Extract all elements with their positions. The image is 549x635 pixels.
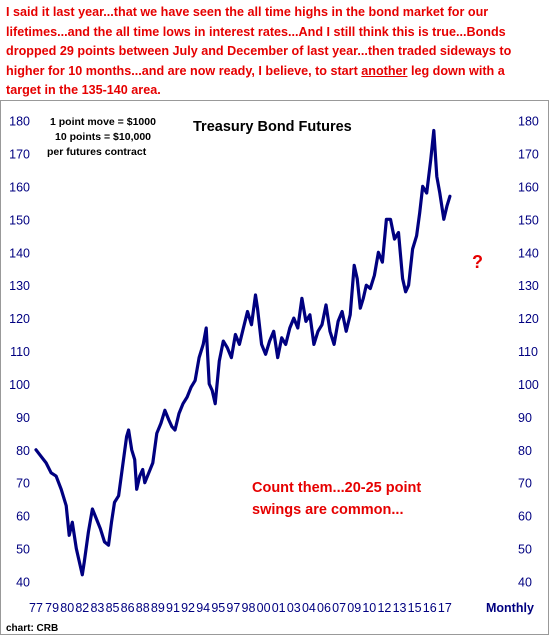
y-tick-label-right: 170 — [518, 148, 539, 162]
x-tick-label: 13 — [393, 601, 407, 615]
y-tick-label-left: 170 — [9, 148, 30, 162]
chart-frame: 405060708090100110120130140150160170180 … — [0, 100, 549, 635]
y-tick-label-right: 70 — [518, 477, 532, 491]
y-tick-label-left: 40 — [16, 575, 30, 589]
y-tick-label-right: 90 — [518, 411, 532, 425]
annotation-swings-line-2: swings are common... — [252, 502, 404, 518]
y-tick-label-right: 110 — [518, 345, 538, 359]
x-tick-label: 83 — [90, 601, 104, 615]
y-tick-label-left: 140 — [9, 246, 30, 260]
y-tick-label-left: 180 — [9, 115, 30, 129]
x-tick-label: 04 — [302, 601, 316, 615]
x-tick-label: 15 — [408, 601, 422, 615]
x-tick-label: 77 — [29, 601, 43, 615]
x-tick-label: 09 — [347, 601, 361, 615]
x-tick-label: 94 — [196, 601, 210, 615]
x-tick-label: 17 — [438, 601, 452, 615]
x-tick-label: 79 — [45, 601, 59, 615]
x-tick-label: 00 — [257, 601, 271, 615]
y-tick-label-right: 50 — [518, 543, 532, 557]
y-tick-label-right: 80 — [518, 444, 532, 458]
y-tick-label-right: 180 — [518, 115, 539, 129]
headline-emphasis: another — [361, 63, 408, 78]
y-tick-label-left: 90 — [16, 411, 30, 425]
y-tick-label-left: 110 — [10, 345, 30, 359]
x-tick-label: 06 — [317, 601, 331, 615]
x-axis: 77 79 80 82 83 85 86 88 89 91 92 94 95 97 98 00 01 03 04 06… — [29, 601, 452, 615]
headline-tail: leg down with a target in the 135-140 ar… — [6, 63, 505, 98]
x-tick-label: 12 — [377, 601, 391, 615]
y-tick-label-left: 50 — [16, 543, 30, 557]
headline: I said it last year...that we have seen … — [6, 3, 543, 101]
x-tick-label: 10 — [362, 601, 376, 615]
x-tick-label: 92 — [181, 601, 195, 615]
y-tick-label-right: 100 — [518, 378, 539, 392]
x-tick-label: 95 — [211, 601, 225, 615]
y-tick-label-left: 80 — [16, 444, 30, 458]
y-tick-label-left: 150 — [9, 213, 30, 227]
x-tick-label: 98 — [242, 601, 256, 615]
x-axis-label: Monthly — [486, 601, 534, 615]
y-tick-label-left: 120 — [9, 312, 30, 326]
x-tick-label: 07 — [332, 601, 346, 615]
x-tick-label: 01 — [272, 601, 286, 615]
x-tick-label: 85 — [106, 601, 120, 615]
note-point-value: 1 point move = $1000 — [50, 116, 156, 128]
question-mark-annotation: ? — [472, 252, 483, 272]
headline-text: I said it last year...that we have seen … — [6, 5, 512, 78]
y-tick-label-right: 160 — [518, 180, 539, 194]
x-tick-label: 91 — [166, 601, 180, 615]
note-per-contract: per futures contract — [47, 146, 147, 158]
x-tick-label: 97 — [226, 601, 240, 615]
y-tick-label-right: 130 — [518, 279, 539, 293]
chart-border — [0, 100, 549, 635]
x-tick-label: 80 — [60, 601, 74, 615]
y-tick-label-right: 60 — [518, 510, 532, 524]
series-layer — [34, 128, 452, 577]
price-series-line — [34, 128, 452, 577]
y-tick-label-left: 70 — [16, 477, 30, 491]
y-axis-left: 40 50 60 70 80 90 100 110 120 130 140 150 160 170 180 — [9, 115, 30, 590]
y-tick-label-left: 160 — [9, 180, 30, 194]
y-axis-right: 40 50 60 70 80 90 100 110 120 130 140 150 160 170 180 — [518, 115, 539, 590]
y-tick-label-right: 40 — [518, 575, 532, 589]
y-tick-label-left: 100 — [9, 378, 30, 392]
x-tick-label: 89 — [151, 601, 165, 615]
y-tick-label-left: 130 — [9, 279, 30, 293]
annotation-swings-line-1: Count them...20-25 point — [252, 480, 421, 496]
y-tick-label-right: 120 — [518, 312, 539, 326]
x-tick-label: 82 — [75, 601, 89, 615]
y-tick-label-left: 60 — [16, 510, 30, 524]
x-tick-label: 88 — [136, 601, 150, 615]
x-tick-label: 86 — [121, 601, 135, 615]
x-tick-label: 03 — [287, 601, 301, 615]
source-label: chart: CRB — [6, 623, 58, 634]
x-tick-label: 16 — [423, 601, 437, 615]
note-ten-points: 10 points = $10,000 — [55, 131, 151, 143]
y-tick-label-right: 150 — [518, 213, 539, 227]
y-tick-label-right: 140 — [518, 246, 539, 260]
chart-title: Treasury Bond Futures — [193, 119, 352, 135]
